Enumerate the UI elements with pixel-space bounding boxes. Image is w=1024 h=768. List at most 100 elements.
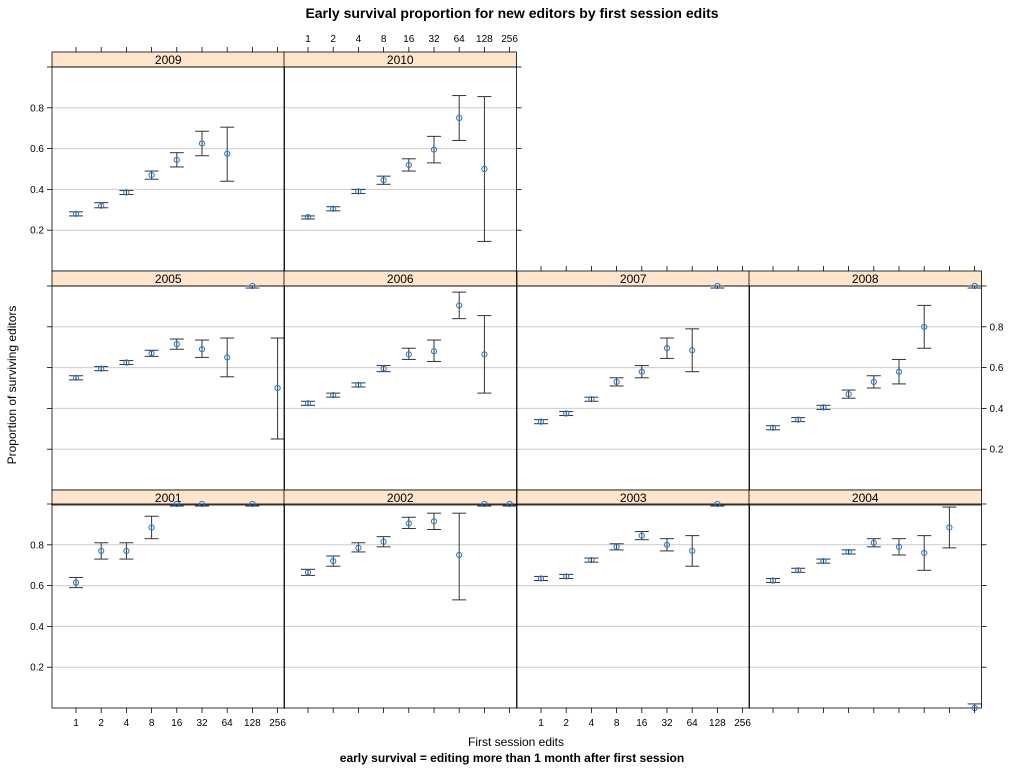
panel-frame — [51, 503, 285, 709]
data-point — [430, 518, 438, 525]
data-point — [355, 544, 362, 551]
data-point — [173, 341, 180, 348]
error-bar-group — [534, 575, 548, 582]
y-tick-label: 0.6 — [30, 144, 44, 155]
data-point — [820, 404, 827, 411]
data-point — [870, 378, 877, 385]
data-point — [148, 524, 155, 531]
error-bar-group — [401, 516, 416, 529]
error-bar-group — [660, 337, 674, 359]
data-point — [72, 210, 80, 217]
data-point — [689, 347, 696, 354]
data-point — [845, 391, 852, 398]
error-bar-group — [401, 158, 416, 172]
data-point — [224, 354, 231, 361]
panel-frame — [51, 285, 285, 491]
x-tick-label: 64 — [454, 34, 466, 45]
error-bar-group — [301, 213, 315, 221]
error-bar-group — [351, 381, 366, 389]
error-bar-group — [220, 337, 235, 378]
error-bar-group — [376, 365, 391, 373]
y-tick-label: 0.8 — [990, 322, 1004, 333]
error-bar-group — [634, 365, 649, 379]
data-point — [714, 500, 721, 508]
x-tick-label: 8 — [381, 34, 387, 45]
panel-2006: 2006 — [283, 270, 517, 491]
panel-2003: 2003 — [516, 489, 750, 709]
error-bar-group — [967, 282, 982, 290]
error-bar-group — [220, 126, 235, 182]
x-tick-label: 128 — [244, 718, 261, 729]
data-point — [456, 114, 463, 122]
x-tick-label: 4 — [589, 718, 595, 729]
data-point — [481, 351, 488, 358]
data-point — [198, 140, 206, 147]
data-point — [304, 400, 312, 407]
y-axis-title: Proportion of surviving editors — [5, 306, 19, 465]
y-tick-label: 0.6 — [990, 363, 1004, 374]
data-point — [274, 384, 281, 392]
data-point — [98, 547, 105, 555]
error-bar-group — [144, 170, 159, 180]
x-tick-label: 4 — [124, 718, 130, 729]
error-bar-group — [326, 555, 341, 567]
data-point — [870, 539, 877, 546]
data-point — [795, 416, 802, 423]
error-bar-group — [866, 538, 881, 548]
error-bar-group — [841, 389, 856, 399]
data-point — [430, 146, 438, 153]
data-point — [405, 351, 412, 358]
data-point — [563, 573, 570, 580]
error-bar-group — [195, 500, 209, 508]
error-bar-group — [609, 377, 624, 387]
data-point — [72, 579, 80, 586]
error-bar-group — [94, 202, 109, 209]
error-bar-group — [477, 315, 492, 394]
error-bar-group — [559, 573, 574, 580]
panel-strip-label: 2001 — [155, 491, 182, 505]
data-point — [224, 150, 231, 157]
panel-strip-label: 2008 — [852, 272, 879, 286]
panel-frame — [748, 285, 982, 491]
data-point — [895, 368, 903, 375]
data-point — [613, 543, 620, 550]
y-tick-label: 0.4 — [990, 404, 1004, 415]
error-bar-group — [942, 506, 957, 549]
data-point — [249, 282, 256, 290]
error-bar-group — [376, 536, 391, 548]
x-tick-label: 16 — [171, 718, 183, 729]
data-point — [123, 547, 130, 555]
data-point — [638, 532, 645, 539]
panel-strip-label: 2005 — [155, 272, 182, 286]
error-bar-group — [816, 404, 831, 411]
panel-2008: 2008 — [748, 270, 982, 491]
x-tick-label: 2 — [563, 718, 569, 729]
panel-strip — [748, 489, 982, 506]
x-tick-label: 1 — [305, 34, 311, 45]
data-point — [613, 378, 620, 385]
data-point — [430, 348, 438, 355]
data-point — [380, 365, 387, 372]
data-point — [198, 500, 206, 508]
x-tick-label: 256 — [501, 34, 518, 45]
error-bar-group — [634, 531, 649, 541]
x-tick-label: 2 — [330, 34, 336, 45]
x-tick-label: 2 — [98, 718, 104, 729]
data-point — [405, 520, 412, 527]
error-bar-group — [351, 542, 366, 553]
y-tick-label: 0.4 — [30, 185, 44, 196]
error-bar-group — [841, 548, 856, 556]
panel-2005: 2005 — [51, 270, 285, 491]
panels-layer: 2009 2010 2005 2006 2007 2008 2001 2002 2003 2004… — [30, 34, 1004, 729]
data-point — [355, 381, 362, 389]
panel-strip-label: 2004 — [852, 491, 879, 505]
error-bar-group — [144, 515, 159, 540]
panel-frame — [516, 285, 750, 491]
error-bar-group — [301, 568, 315, 576]
data-point — [405, 161, 412, 169]
data-point — [98, 365, 105, 372]
x-axis-title: First session edits — [468, 735, 564, 749]
data-point — [795, 567, 802, 574]
error-bar-group — [376, 175, 391, 185]
